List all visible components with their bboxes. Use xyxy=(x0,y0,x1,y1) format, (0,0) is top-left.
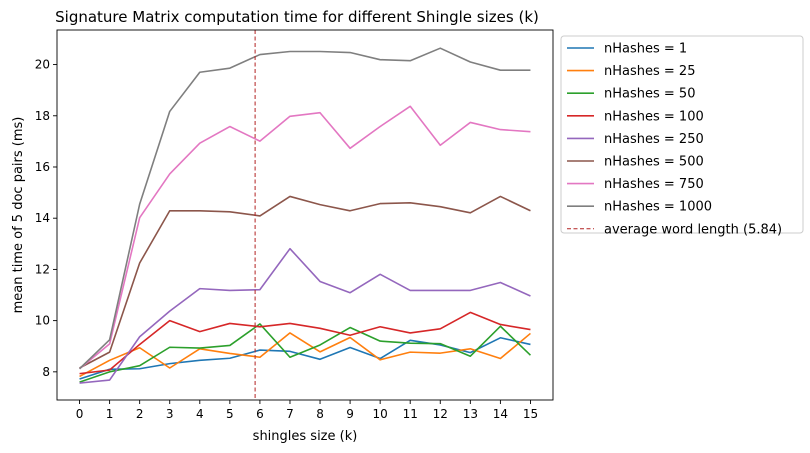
y-axis-label: mean time of 5 doc pairs (ms) xyxy=(11,117,26,314)
legend-label-2: nHashes = 50 xyxy=(604,87,695,102)
legend-label-6: nHashes = 750 xyxy=(604,177,704,192)
y-tick-label-0: 8 xyxy=(42,365,50,379)
x-tick-label-13: 13 xyxy=(463,407,478,421)
x-tick-label-12: 12 xyxy=(433,407,448,421)
series-line-0 xyxy=(79,336,531,380)
series-line-6 xyxy=(79,105,531,370)
legend-label-8: average word length (5.84) xyxy=(604,222,782,237)
y-tick-label-5: 18 xyxy=(35,109,50,123)
x-tick-label-7: 7 xyxy=(286,407,294,421)
series-line-3 xyxy=(79,311,531,375)
x-tick-label-2: 2 xyxy=(136,407,144,421)
x-tick-label-11: 11 xyxy=(403,407,418,421)
y-tick-label-4: 16 xyxy=(35,160,50,174)
legend-items: nHashes = 1 nHashes = 25 nHashes = 50 nHash… xyxy=(567,42,782,237)
chart-title: Signature Matrix computation time for di… xyxy=(55,8,539,26)
series-line-1 xyxy=(79,332,531,378)
x-tick-label-8: 8 xyxy=(316,407,324,421)
legend-box xyxy=(560,35,804,234)
plot-frame xyxy=(56,29,554,401)
x-tick-label-15: 15 xyxy=(523,407,538,421)
legend-label-7: nHashes = 1000 xyxy=(604,200,712,215)
x-tick-label-14: 14 xyxy=(493,407,508,421)
x-axis-label: shingles size (k) xyxy=(253,429,358,444)
legend-label-0: nHashes = 1 xyxy=(604,42,687,57)
x-axis: 0 1 2 3 4 5 6 7 8 9 10 11 12 13 14 15 xyxy=(76,400,538,421)
x-tick-label-6: 6 xyxy=(256,407,264,421)
y-tick-label-1: 10 xyxy=(35,314,50,328)
x-tick-label-3: 3 xyxy=(166,407,174,421)
legend: nHashes = 1 nHashes = 25 nHashes = 50 nHash… xyxy=(560,35,804,237)
x-tick-label-5: 5 xyxy=(226,407,234,421)
y-tick-label-2: 12 xyxy=(35,262,50,276)
legend-label-4: nHashes = 250 xyxy=(604,132,704,147)
x-tick-label-10: 10 xyxy=(373,407,388,421)
legend-label-1: nHashes = 25 xyxy=(604,64,695,79)
series-line-5 xyxy=(79,195,531,369)
series-line-7 xyxy=(78,47,531,370)
plot-lines xyxy=(78,47,532,384)
y-axis: 8 10 12 14 16 18 20 xyxy=(35,58,57,379)
series-line-4 xyxy=(79,247,531,384)
y-tick-label-3: 14 xyxy=(35,211,50,225)
legend-label-5: nHashes = 500 xyxy=(604,155,704,170)
legend-label-3: nHashes = 100 xyxy=(604,109,704,124)
x-tick-label-9: 9 xyxy=(346,407,354,421)
x-tick-label-1: 1 xyxy=(106,407,114,421)
x-tick-label-0: 0 xyxy=(76,407,84,421)
y-tick-label-6: 20 xyxy=(35,58,50,72)
x-tick-label-4: 4 xyxy=(196,407,204,421)
series-line-2 xyxy=(79,323,532,383)
